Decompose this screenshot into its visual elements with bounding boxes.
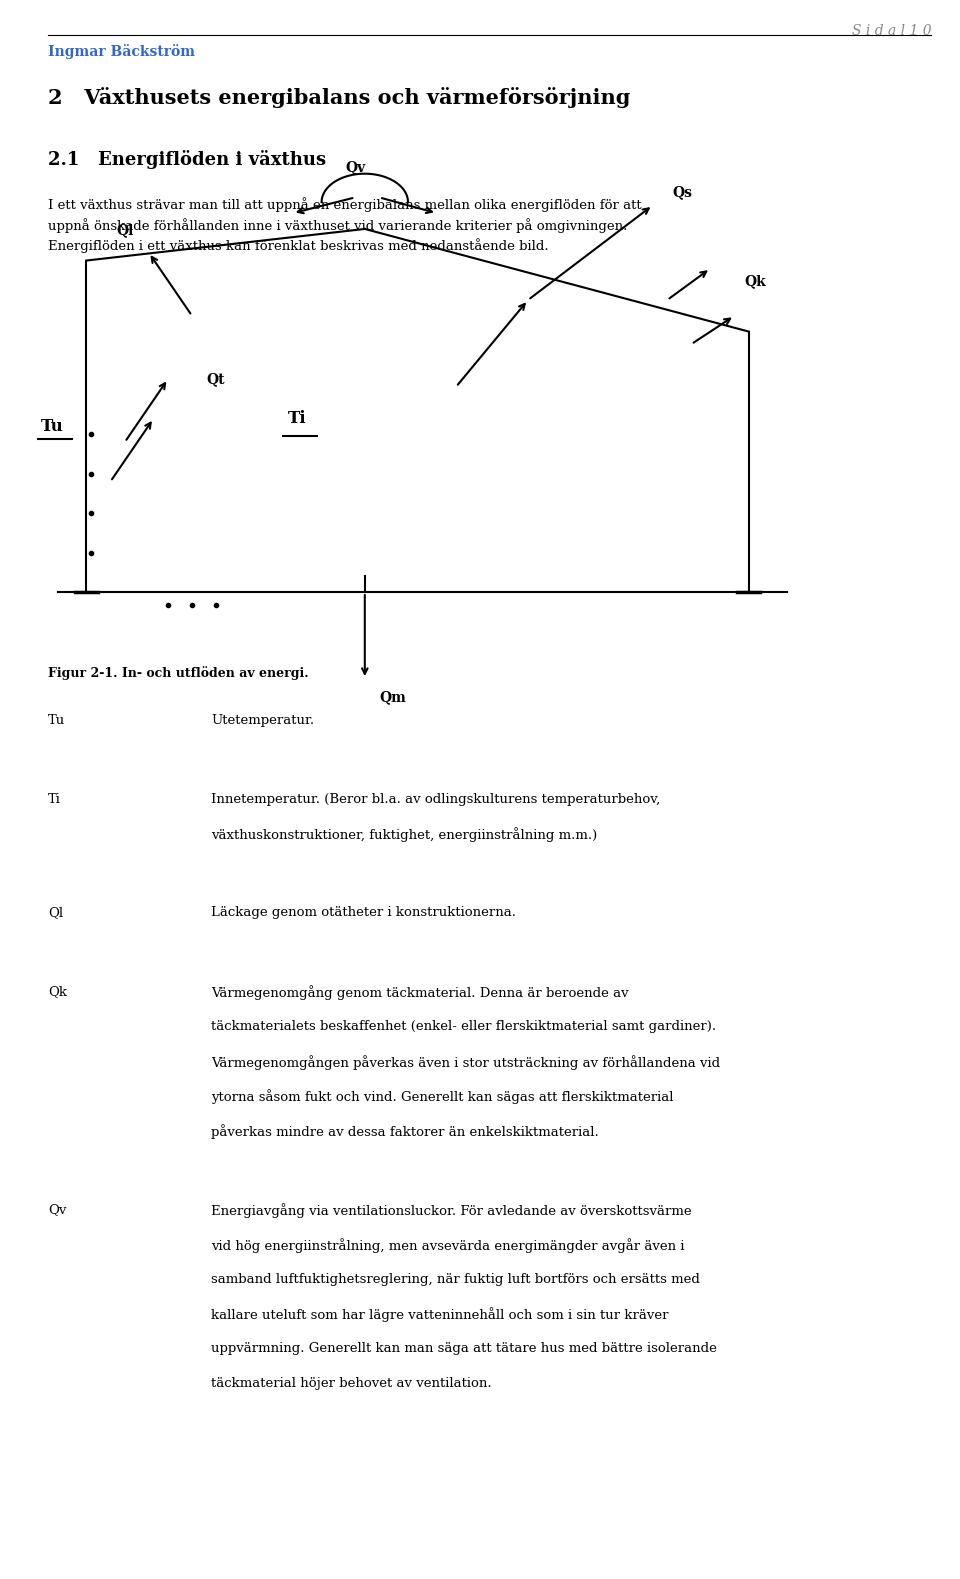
Text: Energiavgång via ventilationsluckor. För avledande av överskottsvärme: Energiavgång via ventilationsluckor. För… <box>211 1203 692 1217</box>
Text: Qk: Qk <box>744 275 766 287</box>
Text: I ett växthus strävar man till att uppnå en energibalans mellan olika energiflöd: I ett växthus strävar man till att uppnå… <box>48 197 641 212</box>
Text: vid hög energiinstrålning, men avsevärda energimängder avgår även i: vid hög energiinstrålning, men avsevärda… <box>211 1238 684 1252</box>
Text: Qk: Qk <box>48 985 67 998</box>
Text: uppnå önskade förhållanden inne i växthuset vid varierande kriterier på omgivnin: uppnå önskade förhållanden inne i växthu… <box>48 218 628 232</box>
Text: uppvärmning. Generellt kan man säga att tätare hus med bättre isolerande: uppvärmning. Generellt kan man säga att … <box>211 1342 717 1355</box>
Text: täckmaterialets beskaffenhet (enkel- eller flerskiktmaterial samt gardiner).: täckmaterialets beskaffenhet (enkel- ell… <box>211 1020 716 1033</box>
Text: Ingmar Bäckström: Ingmar Bäckström <box>48 44 195 58</box>
Text: 2   Växthusets energibalans och värmeförsörjning: 2 Växthusets energibalans och värmeförsö… <box>48 87 631 107</box>
Text: Qt: Qt <box>206 373 225 385</box>
Text: Värmegenomgång genom täckmaterial. Denna är beroende av: Värmegenomgång genom täckmaterial. Denna… <box>211 985 629 1000</box>
Text: Energiflöden i ett växthus kan förenklat beskrivas med nedanstående bild.: Energiflöden i ett växthus kan förenklat… <box>48 238 548 253</box>
Text: Figur 2-1. In- och utflöden av energi.: Figur 2-1. In- och utflöden av energi. <box>48 666 308 681</box>
Text: Tu: Tu <box>41 418 64 434</box>
Text: ytorna såsom fukt och vind. Generellt kan sägas att flerskiktmaterial: ytorna såsom fukt och vind. Generellt ka… <box>211 1090 674 1104</box>
Text: samband luftfuktighetsreglering, när fuktig luft bortförs och ersätts med: samband luftfuktighetsreglering, när fuk… <box>211 1273 700 1285</box>
Text: Qv: Qv <box>345 159 366 174</box>
Text: Tu: Tu <box>48 714 65 726</box>
Text: påverkas mindre av dessa faktorer än enkelskiktmaterial.: påverkas mindre av dessa faktorer än enk… <box>211 1124 599 1138</box>
Text: täckmaterial höjer behovet av ventilation.: täckmaterial höjer behovet av ventilatio… <box>211 1377 492 1390</box>
Text: Qv: Qv <box>48 1203 66 1216</box>
Text: 2.1   Energiflöden i växthus: 2.1 Energiflöden i växthus <box>48 150 326 169</box>
Text: Läckage genom otätheter i konstruktionerna.: Läckage genom otätheter i konstruktioner… <box>211 906 516 919</box>
Text: Värmegenomgången påverkas även i stor utsträckning av förhållandena vid: Värmegenomgången påverkas även i stor ut… <box>211 1055 720 1069</box>
Text: Qs: Qs <box>672 186 692 199</box>
Text: Ti: Ti <box>48 793 60 805</box>
Text: Innetemperatur. (Beror bl.a. av odlingskulturens temperaturbehov,: Innetemperatur. (Beror bl.a. av odlingsk… <box>211 793 660 805</box>
Text: S i d a l 1 0: S i d a l 1 0 <box>852 24 931 38</box>
Text: Ql: Ql <box>116 223 133 237</box>
Text: Qm: Qm <box>379 690 406 704</box>
Text: Ti: Ti <box>288 411 307 426</box>
Text: Utetemperatur.: Utetemperatur. <box>211 714 314 726</box>
Text: växthuskonstruktioner, fuktighet, energiinstrålning m.m.): växthuskonstruktioner, fuktighet, energi… <box>211 827 597 842</box>
Text: kallare uteluft som har lägre vatteninnehåll och som i sin tur kräver: kallare uteluft som har lägre vatteninne… <box>211 1307 669 1322</box>
Text: Ql: Ql <box>48 906 63 919</box>
